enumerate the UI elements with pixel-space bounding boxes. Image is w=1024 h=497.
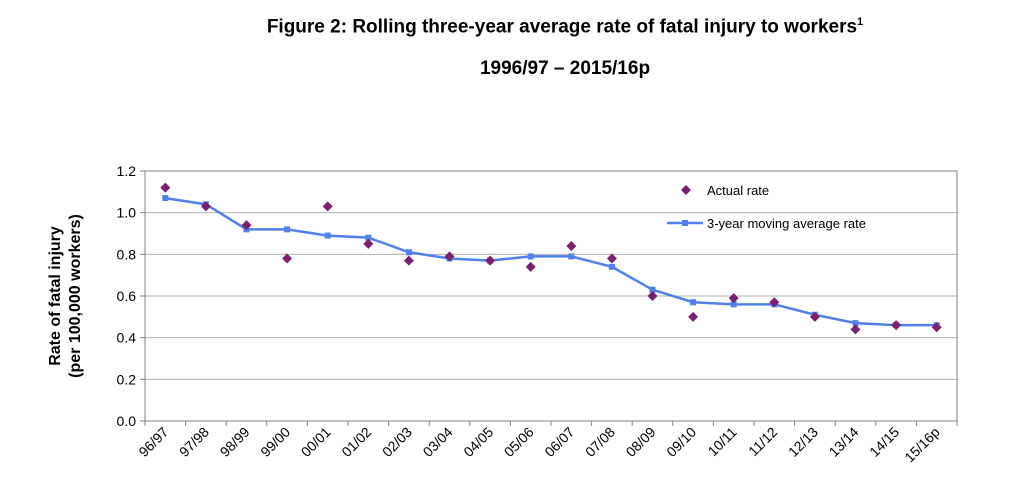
legend: Actual rate 3-year moving average rate	[667, 183, 866, 231]
moving-average-point	[527, 253, 534, 260]
moving-average-point	[284, 226, 291, 233]
x-tick-label: 14/15	[866, 424, 902, 460]
y-tick-label: 0.2	[117, 371, 137, 387]
chart-title-text: Figure 2: Rolling three-year average rat…	[266, 16, 858, 38]
x-tick-label: 00/01	[298, 424, 334, 460]
x-tick-label: 04/05	[460, 424, 496, 460]
x-tick-label: 08/09	[623, 424, 659, 460]
x-tick-label: 09/10	[663, 424, 699, 460]
x-tick-label: 97/98	[176, 424, 212, 460]
y-axis-ticks: 0.0 0.2 0.4 0.6 0.8 1.0 1.2	[117, 163, 145, 429]
series-layer	[160, 182, 942, 335]
actual-rate-point	[282, 253, 293, 264]
moving-average-point	[608, 263, 615, 270]
x-tick-label: 05/06	[501, 424, 537, 460]
actual-rate-point	[363, 238, 374, 249]
y-tick-label: 0.8	[117, 246, 137, 262]
actual-rate-point	[241, 220, 252, 231]
actual-rate-point	[606, 253, 617, 264]
legend-actual-rate-marker	[681, 185, 691, 195]
x-tick-label: 03/04	[420, 424, 456, 460]
x-tick-label: 96/97	[135, 424, 171, 460]
actual-rate-point	[728, 293, 739, 304]
moving-average-point	[852, 320, 859, 327]
y-tick-label: 1.2	[117, 163, 137, 179]
x-tick-label: 98/99	[217, 424, 253, 460]
y-tick-label: 0.0	[117, 413, 137, 429]
gridlines	[145, 212, 957, 380]
actual-rate-point	[769, 297, 780, 308]
moving-average-point	[365, 234, 372, 241]
moving-average-point	[324, 232, 331, 239]
actual-rate-point	[322, 201, 333, 212]
x-tick-label: 10/11	[704, 424, 740, 460]
moving-average-point	[568, 253, 575, 260]
actual-rate-point	[525, 261, 536, 272]
actual-rate-point	[160, 182, 171, 193]
actual-rate-point	[891, 320, 902, 331]
moving-average-point	[162, 195, 169, 202]
actual-rate-point	[850, 324, 861, 335]
actual-rate-point	[931, 322, 942, 333]
y-tick-label: 0.4	[117, 330, 137, 346]
legend-moving-average-marker	[682, 220, 688, 226]
moving-average-point	[405, 249, 412, 256]
legend-moving-average-label: 3-year moving average rate	[707, 216, 866, 231]
chart-title: Figure 2: Rolling three-year average rat…	[0, 16, 1024, 38]
legend-actual-rate-label: Actual rate	[707, 183, 769, 198]
x-tick-label: 13/14	[826, 424, 862, 460]
x-tick-label: 02/03	[379, 424, 415, 460]
x-tick-label: 12/13	[785, 424, 821, 460]
y-axis-label-line2: (per 100,000 workers)	[67, 214, 84, 378]
moving-average-point	[690, 299, 697, 306]
x-tick-label: 06/07	[541, 424, 577, 460]
x-tick-label: 07/08	[582, 424, 618, 460]
actual-rate-point	[566, 241, 577, 251]
actual-rate-point	[403, 255, 414, 266]
x-tick-label: 01/02	[338, 424, 374, 460]
x-tick-label: 11/12	[745, 424, 781, 460]
actual-rate-point	[688, 311, 699, 322]
moving-average-line	[165, 196, 937, 327]
x-tick-label: 15/16p	[901, 424, 943, 466]
x-tick-label: 99/00	[257, 424, 293, 460]
actual-rate-point	[444, 251, 455, 262]
chart-subtitle: 1996/97 – 2015/16p	[479, 58, 651, 79]
title-footnote-marker: 1	[857, 16, 864, 28]
y-axis-label-line1: Rate of fatal injury	[47, 226, 64, 366]
actual-rate-point	[647, 291, 658, 301]
moving-average-point	[730, 301, 737, 308]
actual-rate-point	[809, 311, 820, 322]
moving-average-point	[649, 286, 656, 293]
y-tick-label: 1.0	[117, 205, 137, 221]
actual-rate-point	[485, 255, 496, 266]
actual-rate-point	[200, 201, 211, 212]
x-axis-ticks: 96/97 97/98 98/99 99/00 00/01 01/02 02/03 03/04…	[135, 421, 958, 466]
y-tick-label: 0.6	[117, 288, 137, 304]
y-axis-label: Rate of fatal injury (per 100,000 worker…	[47, 214, 84, 378]
